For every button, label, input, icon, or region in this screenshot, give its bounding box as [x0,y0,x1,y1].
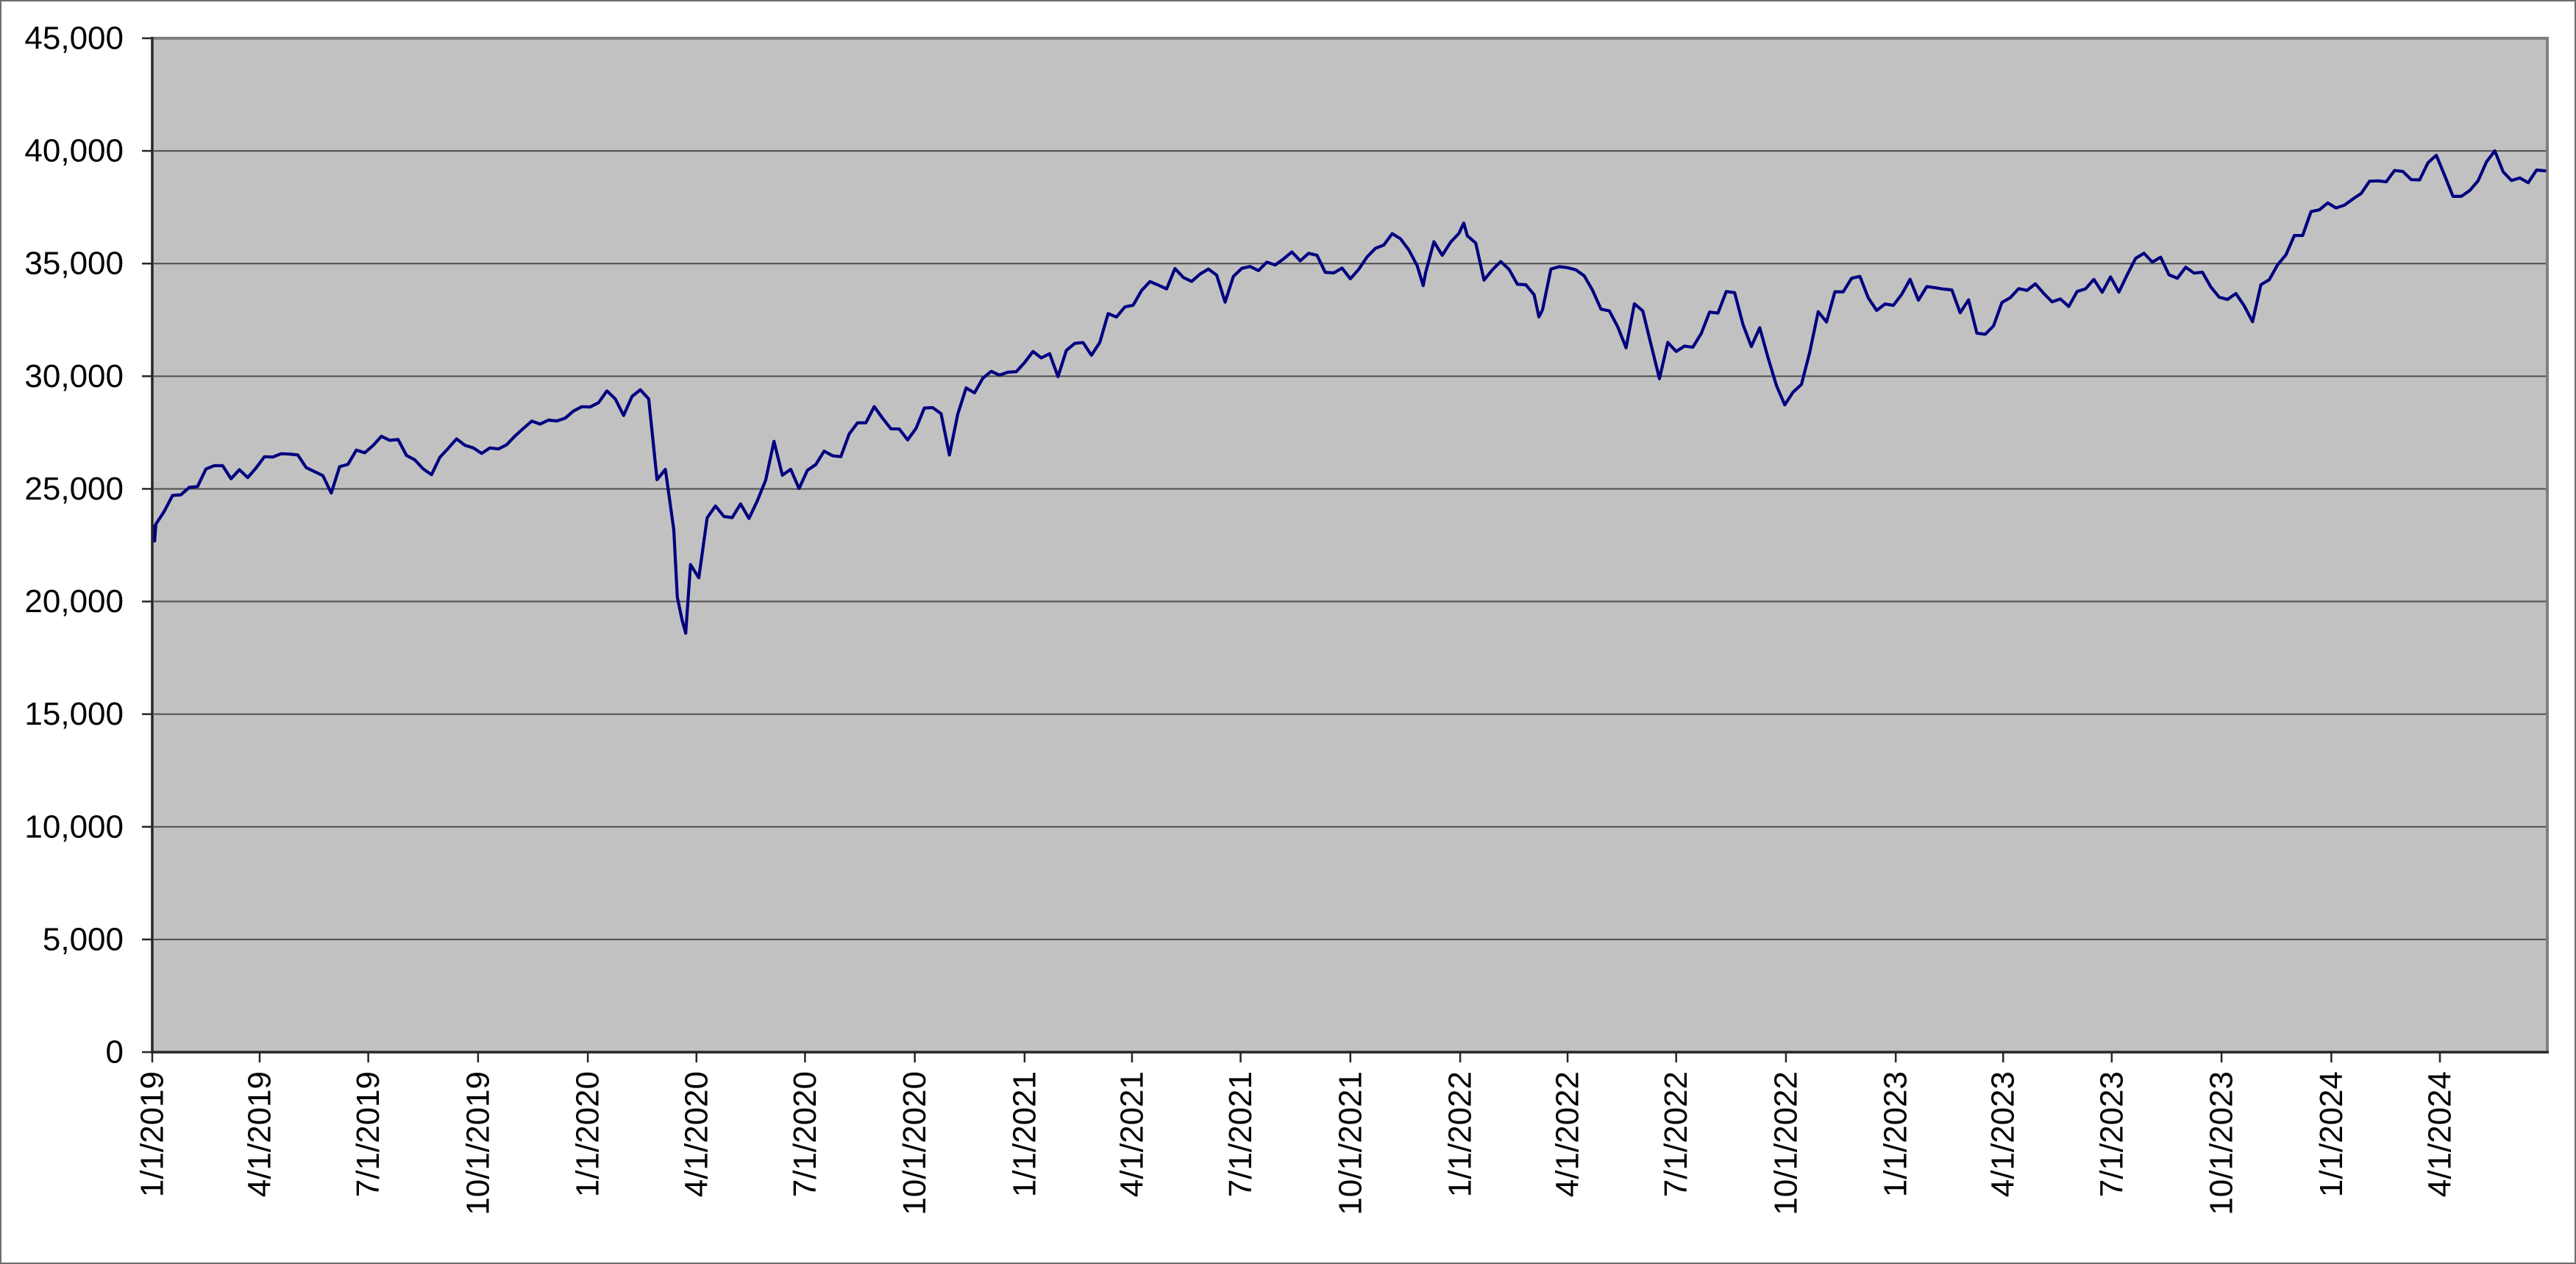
x-axis-label: 10/1/2020 [897,1071,933,1215]
y-axis-label: 10,000 [24,809,124,845]
y-axis-label: 45,000 [24,21,124,57]
y-axis-label: 25,000 [24,471,124,507]
y-axis-label: 15,000 [24,696,124,732]
x-axis-label: 7/1/2019 [350,1071,386,1197]
x-axis-label: 4/1/2019 [242,1071,278,1197]
x-axis-label: 10/1/2023 [2204,1071,2240,1215]
x-axis-label: 4/1/2021 [1114,1071,1150,1197]
price-line [152,149,2547,635]
x-axis-label: 10/1/2019 [460,1071,496,1215]
y-axis-label: 20,000 [24,583,124,619]
x-axis-label: 10/1/2022 [1768,1071,1804,1215]
y-axis-label: 40,000 [24,133,124,169]
x-axis-label: 7/1/2020 [787,1071,823,1197]
x-axis-label: 1/1/2020 [570,1071,606,1197]
x-axis-label: 7/1/2023 [2093,1071,2130,1197]
x-axis-label: 4/1/2023 [1985,1071,2021,1197]
x-axis-label: 7/1/2022 [1658,1071,1694,1197]
y-axis-label: 5,000 [43,921,124,957]
y-axis-label: 30,000 [24,358,124,394]
x-axis-label: 1/1/2022 [1442,1071,1479,1197]
x-axis-label: 1/1/2019 [135,1071,171,1197]
x-axis-label: 4/1/2020 [678,1071,714,1197]
x-axis-label: 4/1/2022 [1550,1071,1586,1197]
x-axis-label: 1/1/2023 [1878,1071,1914,1197]
y-axis-label: 0 [106,1034,124,1071]
y-axis-label: 35,000 [24,246,124,282]
x-axis-label: 7/1/2021 [1223,1071,1259,1197]
plot-area [152,38,2547,1052]
x-axis-label: 1/1/2024 [2313,1071,2349,1197]
x-axis-label: 1/1/2021 [1006,1071,1042,1197]
x-axis-label: 10/1/2021 [1332,1071,1368,1215]
x-axis-label: 4/1/2024 [2422,1071,2458,1197]
